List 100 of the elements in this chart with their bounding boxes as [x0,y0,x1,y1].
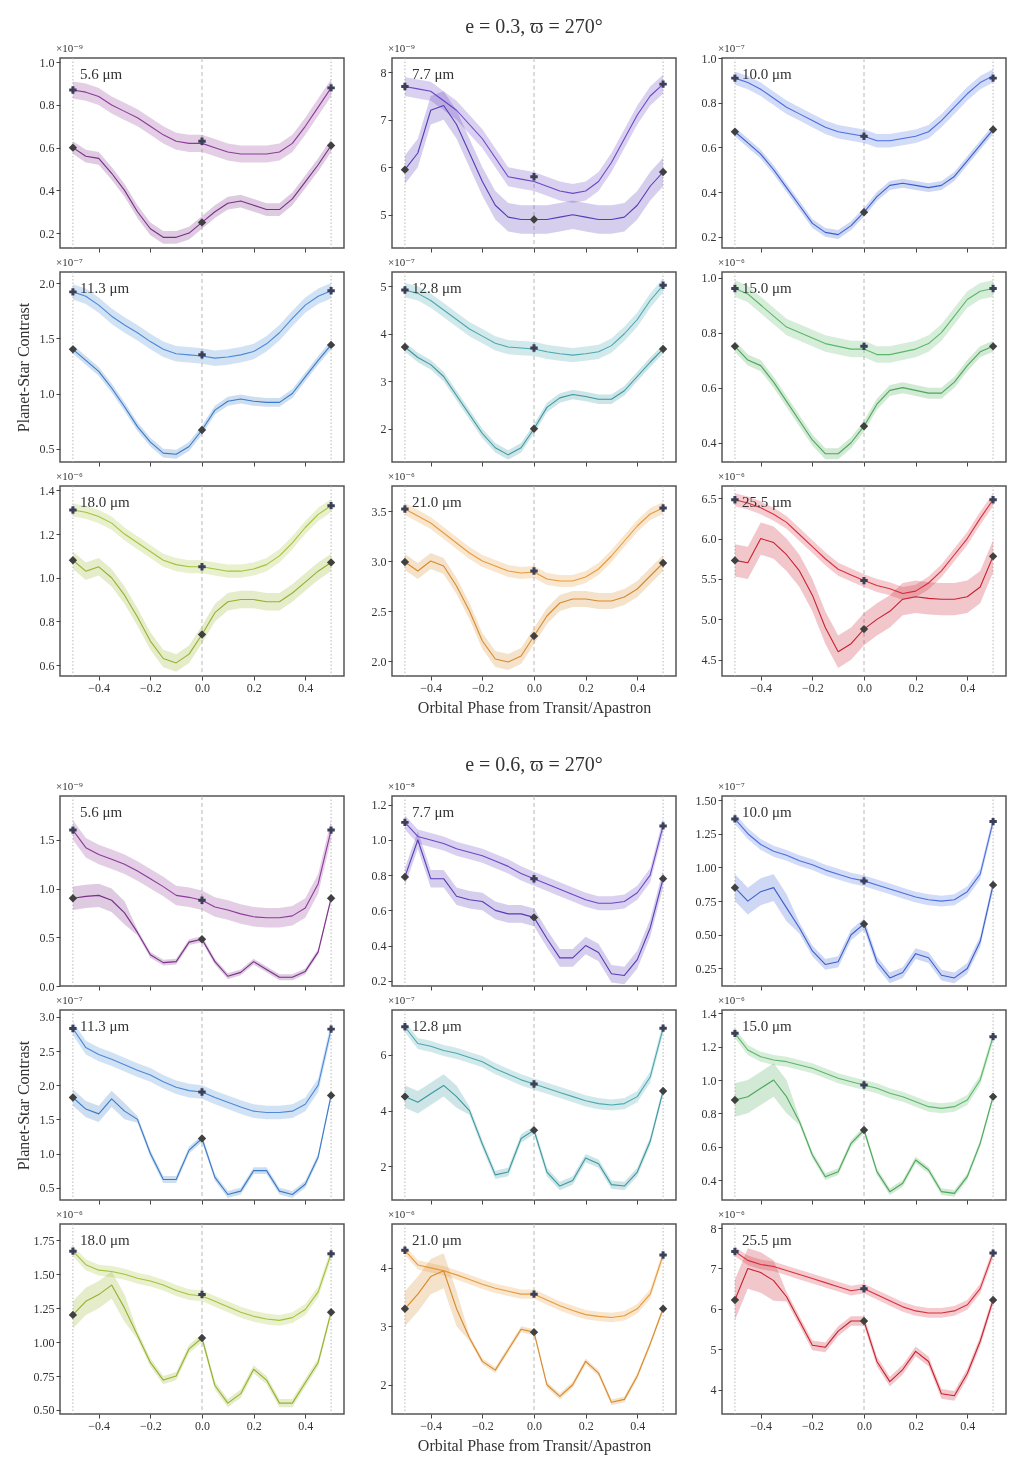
y-tick-label: 2 [380,422,387,437]
text: ×10⁻⁷ [56,256,84,268]
x-tick-label: 0.2 [246,680,262,695]
text: ×10⁻⁹ [56,780,84,792]
y-tick-label: 2.0 [39,276,55,291]
y-tick-label: 1.00 [33,1335,55,1350]
y-tick-label: 4 [710,1383,717,1398]
y-tick-label: 1.0 [701,271,717,286]
y-tick-label: 1.4 [39,483,55,498]
y-tick-label: 0.6 [39,658,55,673]
y-tick-label: 0.4 [39,183,55,198]
y-tick-label: 6 [380,1048,387,1063]
y-tick-label: 1.50 [695,793,717,808]
annotation: 10.0 μm [742,66,793,82]
y-tick-label: 0.6 [39,141,55,156]
y-tick-label: 4.5 [701,653,717,668]
x-tick-label: −0.4 [750,680,773,695]
x-tick-label: 0.2 [578,680,594,695]
y-tick-label: 1.25 [33,1301,55,1316]
x-tick-label: −0.4 [88,680,111,695]
y-tick-label: 6.0 [701,532,717,547]
y-tick-label: 3.0 [39,1010,55,1025]
y-tick-label: 0.8 [701,1106,717,1121]
annotation: 15.0 μm [742,280,793,296]
annotation: 5.6 μm [80,804,123,820]
annotation: 25.5 μm [742,1232,793,1248]
text: ×10⁻⁶ [56,1208,84,1220]
x-tick-label: 0.0 [857,680,872,695]
y-tick-label: 2.0 [371,654,387,669]
y-tick-label: 0.75 [695,894,717,909]
y-tick-label: 1.5 [39,833,55,848]
x-tick-label: −0.4 [420,1418,443,1433]
y-tick-label: 8 [710,1221,717,1236]
y-tick-label: 3 [380,374,387,389]
y-tick-label: 1.0 [701,1073,717,1088]
y-tick-label: 0.5 [39,930,55,945]
y-tick-label: 5 [380,279,387,294]
y-tick-label: 1.5 [39,1112,55,1127]
y-tick-label: 0.2 [39,226,55,241]
x-tick-label: 0.2 [908,1418,924,1433]
y-tick-label: 7 [380,113,387,128]
annotation: 15.0 μm [742,1018,793,1034]
x-tick-label: 0.4 [630,1418,646,1433]
x-tick-label: −0.2 [139,1418,162,1433]
y-tick-label: 1.0 [701,51,717,66]
y-tick-label: 0.6 [701,140,717,155]
annotation: 7.7 μm [412,66,455,82]
x-tick-label: −0.2 [801,680,824,695]
y-tick-label: 1.2 [371,798,387,813]
text: ×10⁻⁷ [718,42,746,54]
text: ×10⁻⁶ [718,994,746,1006]
text: ×10⁻⁶ [56,470,84,482]
y-tick-label: 5 [710,1342,717,1357]
x-tick-label: 0.0 [195,1418,210,1433]
y-tick-label: 0.6 [701,1140,717,1155]
x-tick-label: −0.4 [750,1418,773,1433]
text: ×10⁻⁶ [718,256,746,268]
y-axis-title: Planet-Star Contrast [14,302,32,433]
x-tick-label: 0.0 [195,680,210,695]
y-tick-label: 2.5 [371,604,387,619]
x-tick-label: 0.4 [298,680,314,695]
x-tick-label: −0.4 [420,680,443,695]
x-tick-label: 0.2 [246,1418,262,1433]
y-tick-label: 0.2 [701,230,717,245]
text: ×10⁻⁹ [388,42,416,54]
annotation: 10.0 μm [742,804,793,820]
x-tick-label: 0.4 [960,680,976,695]
y-tick-label: 4 [380,1261,387,1276]
y-tick-label: 5.0 [701,612,717,627]
annotation: 11.3 μm [80,1018,130,1034]
text: ×10⁻⁷ [718,780,746,792]
y-tick-label: 8 [380,65,387,80]
y-tick-label: 3.0 [371,554,387,569]
y-tick-label: 1.00 [695,860,717,875]
y-axis-title: Planet-Star Contrast [14,1040,32,1171]
y-tick-label: 1.0 [39,571,55,586]
x-tick-label: 0.0 [527,1418,542,1433]
text: ×10⁻⁷ [388,994,416,1006]
y-tick-label: 2.5 [39,1044,55,1059]
y-tick-label: 0.6 [371,903,387,918]
y-tick-label: 1.0 [39,55,55,70]
x-tick-label: −0.2 [471,680,494,695]
text: ×10⁻⁶ [388,470,416,482]
x-tick-label: 0.0 [857,1418,872,1433]
text: ×10⁻⁹ [56,42,84,54]
x-axis-title: Orbital Phase from Transit/Apastron [417,698,652,717]
text: ×10⁻⁶ [718,470,746,482]
y-tick-label: 5.5 [701,572,717,587]
x-tick-label: 0.4 [960,1418,976,1433]
x-tick-label: 0.4 [630,680,646,695]
y-tick-label: 0.50 [33,1403,55,1418]
y-tick-label: 1.4 [701,1006,717,1021]
y-tick-label: 2 [380,1378,387,1393]
y-tick-label: 0.6 [701,381,717,396]
y-tick-label: 7 [710,1261,717,1276]
annotation: 18.0 μm [80,1232,131,1248]
y-tick-label: 1.75 [33,1233,55,1248]
chart-title: e = 0.6, ϖ = 270° [465,753,603,775]
x-tick-label: 0.2 [908,680,924,695]
y-tick-label: 3.5 [371,504,387,519]
